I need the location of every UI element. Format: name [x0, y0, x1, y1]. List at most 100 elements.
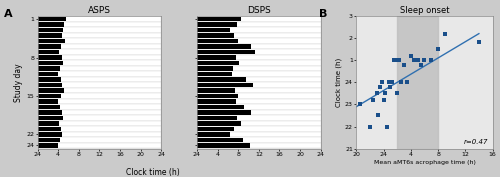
- Bar: [38, 28, 64, 32]
- Bar: [38, 77, 161, 82]
- Bar: [38, 22, 64, 27]
- Bar: [38, 121, 59, 126]
- Bar: [6, 100, 10, 103]
- Bar: [38, 99, 58, 104]
- Bar: [38, 104, 161, 110]
- Bar: [197, 55, 320, 60]
- Bar: [197, 99, 320, 104]
- Text: r=0.47: r=0.47: [464, 139, 488, 145]
- Bar: [197, 77, 320, 82]
- Bar: [197, 66, 320, 71]
- Point: [390, 59, 398, 62]
- Bar: [197, 77, 246, 82]
- Bar: [0, 23, 4, 26]
- Point: [434, 48, 442, 51]
- Point: [380, 99, 388, 101]
- Bar: [38, 110, 161, 115]
- Bar: [197, 44, 320, 49]
- Bar: [38, 33, 161, 38]
- Bar: [197, 116, 237, 120]
- Bar: [38, 27, 161, 33]
- Bar: [197, 132, 320, 137]
- Bar: [197, 132, 320, 137]
- Bar: [197, 88, 234, 93]
- Bar: [38, 17, 66, 21]
- Bar: [38, 88, 64, 93]
- Bar: [152, 122, 156, 125]
- Bar: [197, 17, 241, 21]
- Point: [396, 81, 404, 84]
- Bar: [38, 115, 161, 121]
- Bar: [197, 137, 320, 143]
- Bar: [197, 94, 238, 98]
- Bar: [2, 89, 6, 92]
- Bar: [38, 27, 161, 33]
- Bar: [38, 66, 60, 71]
- Bar: [197, 83, 252, 87]
- Bar: [197, 88, 320, 93]
- Bar: [38, 132, 161, 137]
- Bar: [38, 104, 161, 110]
- Bar: [38, 105, 60, 109]
- Point: [407, 54, 415, 57]
- Bar: [197, 27, 320, 33]
- Point: [394, 59, 402, 62]
- Bar: [0, 56, 3, 59]
- Bar: [38, 38, 161, 44]
- Bar: [197, 110, 320, 115]
- Bar: [197, 77, 320, 82]
- Bar: [38, 143, 161, 148]
- Bar: [197, 33, 234, 38]
- Point: [374, 114, 382, 117]
- Point: [414, 59, 422, 62]
- Bar: [197, 66, 233, 71]
- Bar: [38, 50, 59, 54]
- Text: A: A: [4, 9, 12, 19]
- Bar: [38, 60, 161, 66]
- Bar: [38, 132, 161, 137]
- Point: [388, 81, 396, 84]
- Bar: [197, 110, 320, 115]
- Bar: [38, 83, 62, 87]
- Bar: [197, 110, 251, 115]
- Bar: [38, 16, 161, 22]
- Bar: [197, 72, 232, 76]
- Bar: [197, 143, 250, 148]
- Bar: [197, 50, 254, 54]
- Bar: [148, 40, 152, 43]
- Bar: [38, 93, 161, 99]
- Bar: [38, 132, 62, 137]
- Bar: [38, 44, 161, 49]
- Point: [441, 32, 449, 35]
- Bar: [38, 137, 161, 143]
- Bar: [38, 49, 161, 55]
- Bar: [38, 22, 161, 27]
- Bar: [4, 122, 8, 125]
- Bar: [38, 55, 161, 60]
- Bar: [38, 71, 161, 77]
- Bar: [197, 126, 320, 132]
- Point: [428, 59, 436, 62]
- Y-axis label: Clock time (h): Clock time (h): [336, 58, 342, 107]
- Bar: [38, 39, 65, 43]
- Bar: [197, 16, 320, 22]
- Bar: [197, 38, 320, 44]
- Bar: [38, 88, 161, 93]
- Bar: [38, 143, 58, 148]
- Bar: [150, 62, 154, 65]
- Bar: [38, 77, 60, 82]
- Bar: [38, 99, 161, 104]
- Bar: [38, 138, 60, 142]
- Point: [373, 92, 381, 95]
- Bar: [197, 138, 244, 142]
- Bar: [197, 60, 320, 66]
- Bar: [197, 105, 244, 109]
- Bar: [38, 94, 60, 98]
- Bar: [38, 127, 60, 131]
- Point: [376, 85, 384, 88]
- Title: DSPS: DSPS: [247, 6, 270, 15]
- Bar: [197, 49, 320, 55]
- Bar: [38, 49, 161, 55]
- Bar: [197, 28, 230, 32]
- Bar: [9, 18, 15, 21]
